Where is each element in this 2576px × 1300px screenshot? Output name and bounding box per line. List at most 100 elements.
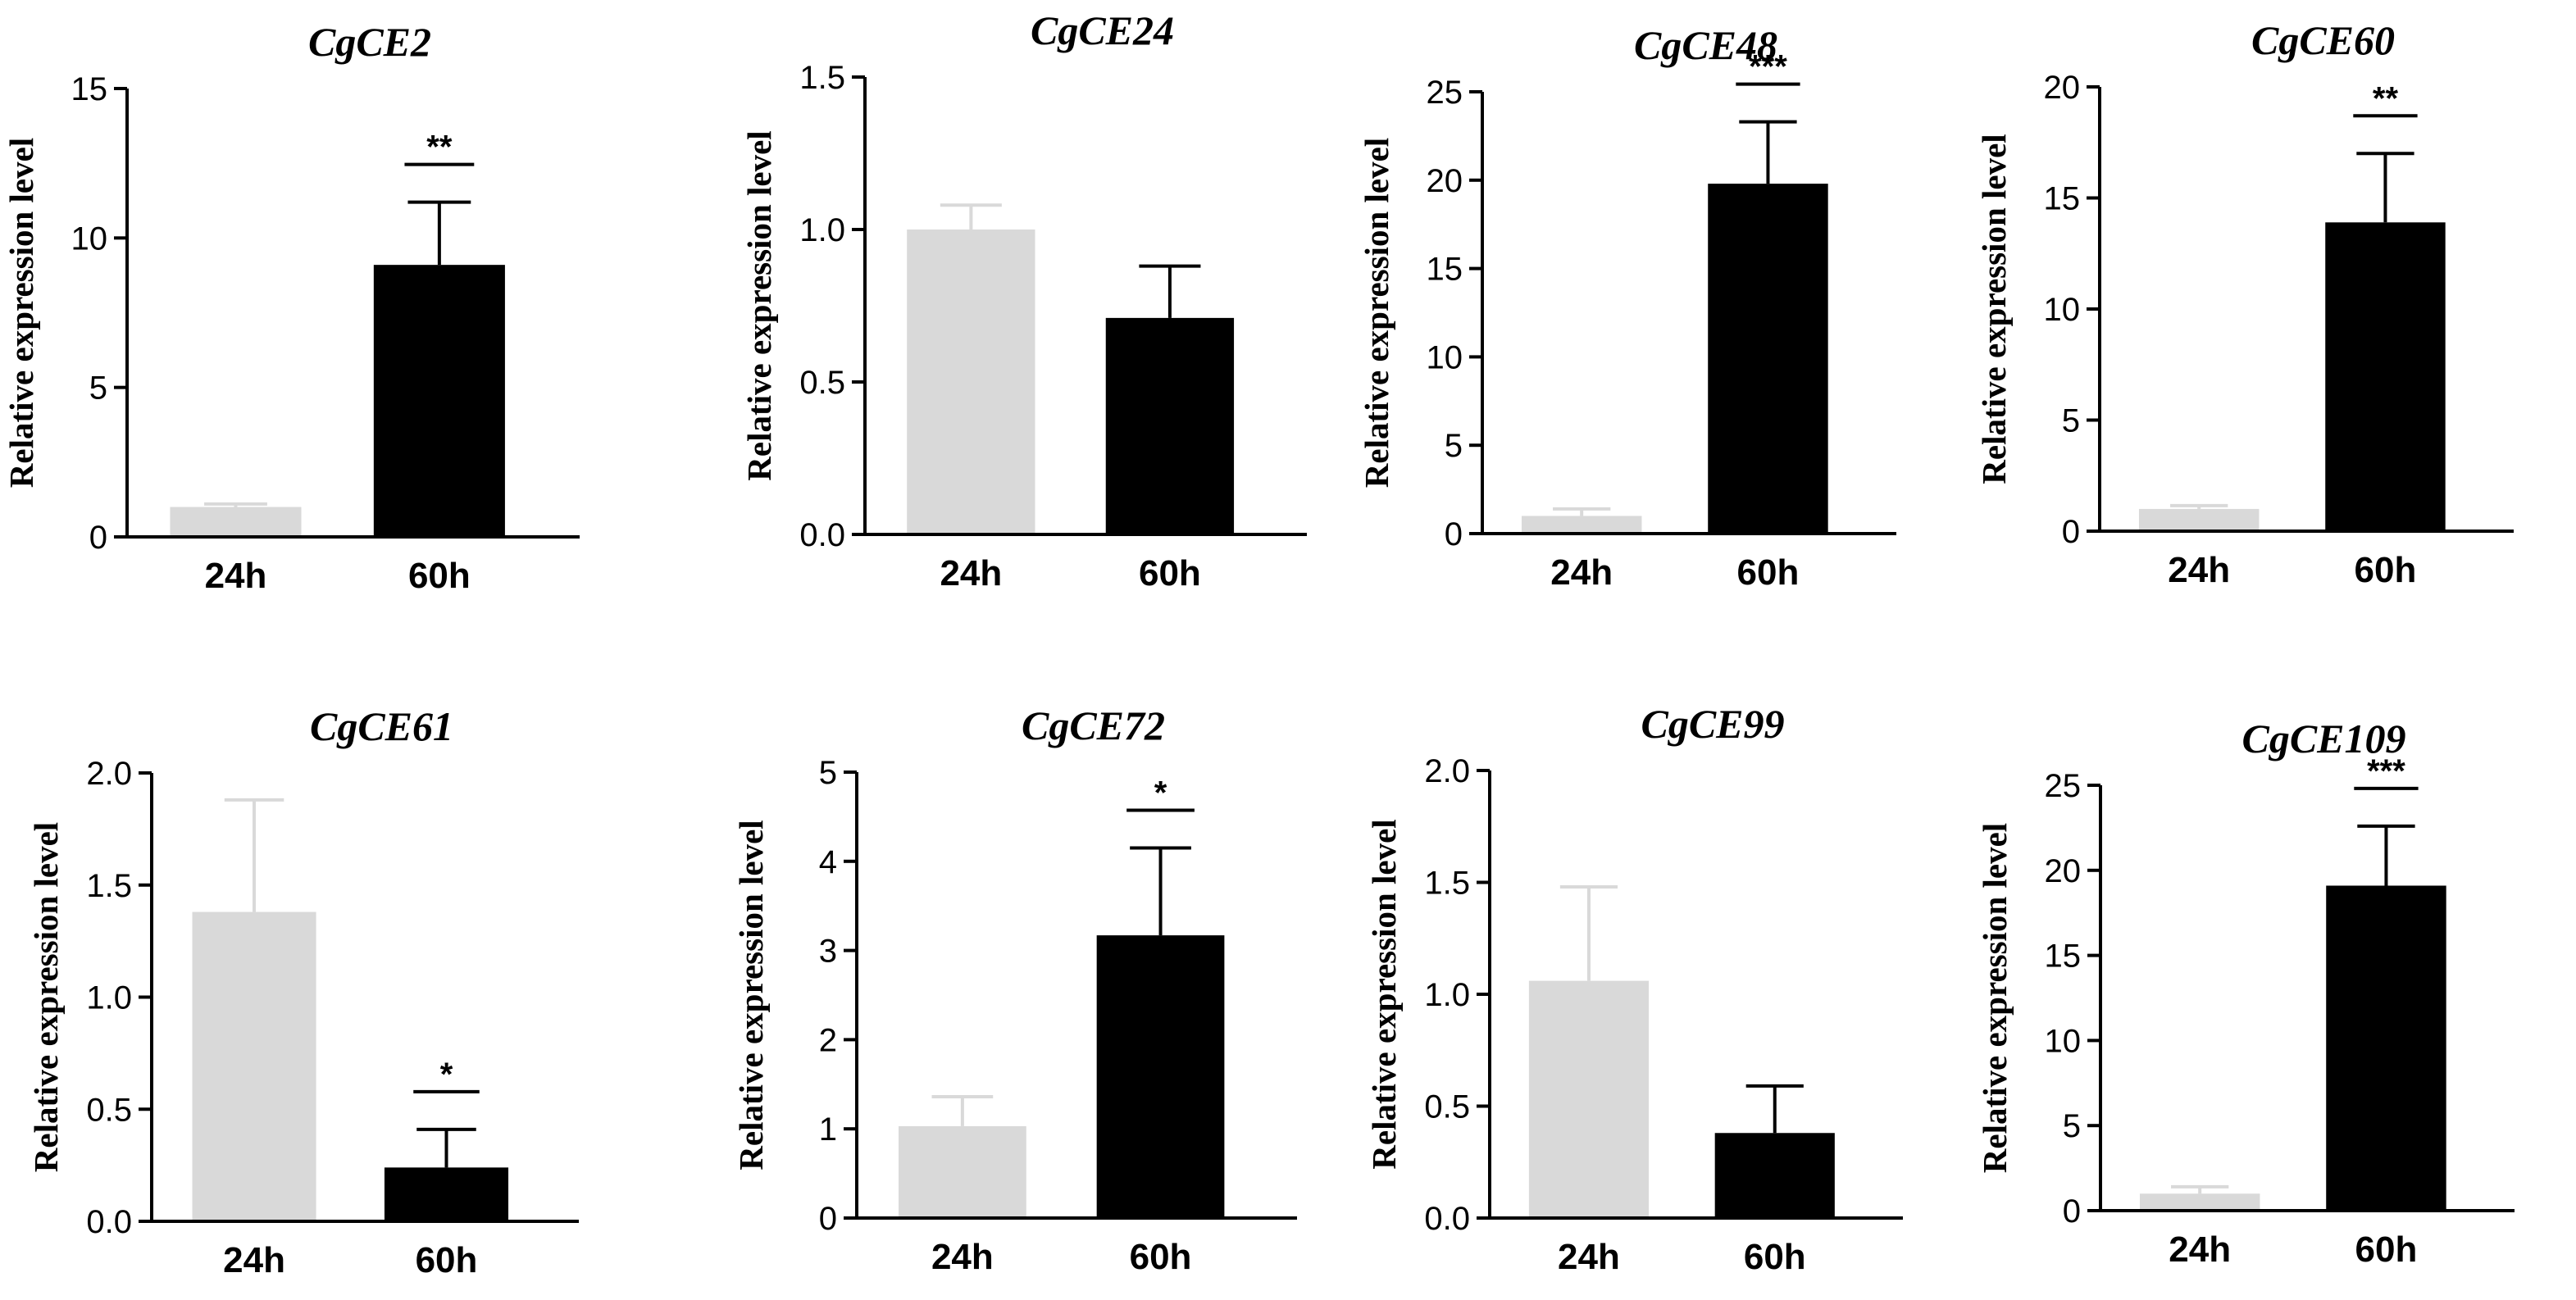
y-tick-label: 2.0: [86, 756, 132, 792]
y-tick-label: 0: [2062, 514, 2080, 550]
y-tick-label: 4: [819, 844, 837, 880]
significance-marker: **: [2373, 80, 2399, 116]
bar-24h: [170, 507, 302, 537]
chart-panel-CgCE72: CgCE72 Relative expression level 24h 60h * 0 1…: [732, 702, 1297, 1277]
chart-title: CgCE109: [2241, 716, 2405, 761]
bar-60h: [2325, 222, 2446, 531]
y-axis-label: Relative expression level: [1976, 823, 2014, 1173]
chart-title: CgCE2: [308, 19, 431, 65]
y-tick-label: 0.5: [1424, 1089, 1470, 1125]
x-tick-label: 24h: [940, 553, 1002, 593]
significance-marker: ***: [2367, 753, 2405, 789]
x-tick-label: 60h: [1737, 552, 1800, 593]
y-tick-label: 1.0: [86, 980, 132, 1016]
y-tick-label: 0: [1445, 516, 1463, 552]
y-axis-label: Relative expression level: [2, 138, 40, 488]
y-tick-label: 0.0: [86, 1204, 132, 1240]
y-tick-label: 1.5: [799, 60, 845, 96]
significance-marker: *: [1154, 775, 1167, 811]
x-tick-label: 24h: [2168, 550, 2230, 590]
y-axis-label: Relative expression level: [740, 130, 778, 480]
y-tick-label: 20: [2044, 70, 2081, 106]
y-axis-label: Relative expression level: [1365, 819, 1403, 1169]
x-tick-label: 60h: [416, 1240, 478, 1280]
chart-title: CgCE72: [1022, 702, 1165, 748]
bar-60h: [1105, 317, 1235, 534]
y-tick-label: 15: [1427, 252, 1463, 288]
y-tick-label: 25: [1427, 75, 1463, 111]
bar-24h: [1528, 980, 1650, 1218]
chart-panel-CgCE99: CgCE99 Relative expression level 24h 60h 0.0…: [1365, 701, 1903, 1277]
y-tick-label: 0.5: [86, 1092, 132, 1128]
y-tick-label: 2: [819, 1022, 837, 1058]
chart-title: CgCE48: [1634, 22, 1777, 68]
chart-panel-CgCE48: CgCE48 Relative expression level 24h 60h ***…: [1358, 22, 1896, 593]
y-tick-label: 5: [89, 370, 107, 407]
y-tick-label: 5: [1445, 428, 1463, 464]
x-tick-label: 24h: [205, 556, 267, 596]
chart-panel-CgCE60: CgCE60 Relative expression level 24h 60h ** 0…: [1975, 17, 2514, 590]
bar-24h: [2139, 1193, 2260, 1211]
chart-title: CgCE61: [310, 703, 453, 749]
bar-24h: [2138, 508, 2260, 531]
y-tick-label: 20: [2045, 853, 2082, 889]
x-tick-label: 60h: [2355, 1230, 2418, 1270]
bar-60h: [1714, 1133, 1835, 1218]
significance-marker: ***: [1749, 49, 1787, 85]
x-tick-label: 60h: [1744, 1237, 1806, 1277]
chart-panel-CgCE61: CgCE61 Relative expression level 24h 60h * 0.…: [27, 703, 579, 1280]
x-tick-label: 24h: [2169, 1230, 2231, 1270]
x-tick-label: 24h: [1550, 552, 1613, 593]
bar-60h: [2326, 885, 2446, 1211]
bar-60h: [384, 1167, 509, 1221]
x-tick-label: 60h: [1130, 1237, 1192, 1277]
significance-marker: **: [426, 130, 453, 166]
y-tick-label: 1.0: [1424, 977, 1470, 1013]
y-axis-label: Relative expression level: [1975, 134, 2013, 484]
y-tick-label: 10: [2044, 292, 2081, 328]
bar-24h: [192, 911, 316, 1221]
y-tick-label: 5: [2063, 1108, 2081, 1144]
y-tick-label: 3: [819, 934, 837, 970]
chart-panel-CgCE109: CgCE109 Relative expression level 24h 60h **…: [1976, 716, 2515, 1270]
chart-panel-CgCE24: CgCE24 Relative expression level 24h 60h 0.0…: [740, 7, 1307, 593]
y-tick-label: 1.5: [86, 868, 132, 904]
y-tick-label: 1: [819, 1111, 837, 1148]
x-tick-label: 24h: [931, 1237, 994, 1277]
x-tick-label: 24h: [1558, 1237, 1620, 1277]
y-tick-label: 25: [2045, 768, 2082, 804]
y-tick-label: 10: [1427, 339, 1463, 375]
bar-60h: [1708, 184, 1828, 534]
y-axis-label: Relative expression level: [27, 822, 65, 1172]
y-tick-label: 1.0: [799, 212, 845, 248]
y-tick-label: 1.5: [1424, 866, 1470, 902]
x-tick-label: 60h: [2355, 550, 2417, 590]
y-tick-label: 10: [2045, 1023, 2082, 1059]
y-tick-label: 5: [819, 755, 837, 791]
y-tick-label: 20: [1427, 163, 1463, 199]
y-tick-label: 0.5: [799, 365, 845, 401]
significance-marker: *: [440, 1057, 453, 1093]
chart-title: CgCE24: [1031, 7, 1174, 53]
chart-title: CgCE99: [1641, 701, 1784, 747]
y-axis-label: Relative expression level: [732, 820, 770, 1170]
bar-60h: [1096, 935, 1225, 1218]
x-tick-label: 60h: [1139, 553, 1201, 593]
y-tick-label: 0.0: [1424, 1201, 1470, 1237]
y-tick-label: 15: [2045, 939, 2082, 975]
y-tick-label: 0: [89, 520, 107, 556]
y-tick-label: 15: [71, 71, 108, 107]
y-tick-label: 0: [2063, 1193, 2081, 1230]
bar-60h: [373, 265, 505, 537]
bar-24h: [1521, 516, 1642, 534]
y-axis-label: Relative expression level: [1358, 138, 1395, 488]
y-tick-label: 10: [71, 220, 108, 257]
y-tick-label: 0.0: [799, 517, 845, 553]
chart-title: CgCE60: [2251, 17, 2395, 63]
y-tick-label: 5: [2062, 403, 2080, 439]
chart-panel-CgCE2: CgCE2 Relative expression level 24h 60h ** 0 5…: [2, 19, 580, 596]
y-tick-label: 2.0: [1424, 753, 1470, 789]
y-tick-label: 0: [819, 1201, 837, 1237]
bar-24h: [907, 230, 1035, 534]
